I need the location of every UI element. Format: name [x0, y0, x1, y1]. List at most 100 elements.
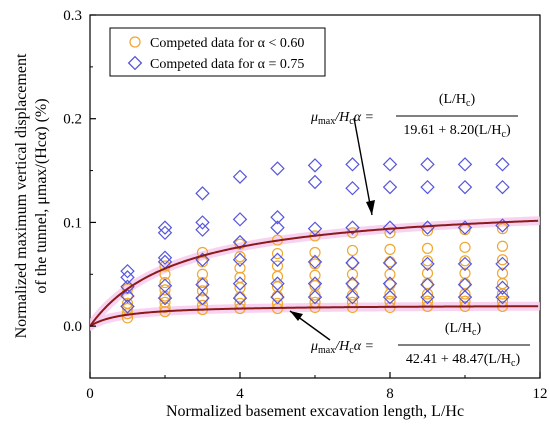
data-point-diamond — [420, 220, 435, 235]
data-point-circle — [459, 255, 471, 267]
data-point-diamond — [382, 255, 398, 271]
x-axis-title: Normalized basement excavation length, L… — [166, 403, 464, 420]
data-point-diamond — [195, 290, 210, 306]
data-point-diamond — [382, 220, 398, 235]
lower-equation-numerator: (L/Hc) — [445, 321, 482, 338]
lower-fit-equation: μmax/Hcα = (L/Hc) 42.41 + 48.47(L/Hc) — [310, 321, 530, 369]
data-point-diamond — [157, 254, 173, 270]
data-point-circle — [459, 241, 471, 253]
data-point-circle — [496, 278, 509, 290]
lower-equation-denominator: 42.41 + 48.47(L/Hc) — [406, 352, 521, 369]
data-point-diamond — [307, 174, 323, 190]
data-point-diamond — [382, 276, 398, 291]
data-point-diamond — [307, 276, 323, 291]
data-point-diamond — [157, 225, 173, 241]
data-point-circle — [121, 297, 134, 309]
data-point-diamond — [195, 186, 210, 201]
data-point-diamond — [495, 280, 510, 295]
data-point-circle — [159, 301, 171, 314]
upper-equation-arrowhead — [366, 200, 375, 215]
data-point-diamond — [232, 252, 248, 267]
data-point-circle — [234, 262, 246, 274]
data-point-diamond — [420, 157, 435, 172]
fit-curve-lower — [90, 305, 539, 327]
data-point-diamond — [270, 289, 285, 305]
data-point-diamond — [307, 254, 323, 270]
data-point-diamond — [382, 289, 398, 305]
x-tick-label: 8 — [386, 386, 394, 402]
data-point-circle — [271, 260, 284, 272]
legend-label-alpha-low: Competed data for α < 0.60 — [150, 36, 304, 51]
upper-fit-equation: μmax/Hcα = (L/Hc) 19.61 + 8.20(L/Hc) — [310, 92, 518, 140]
data-point-diamond — [195, 222, 210, 237]
data-point-circle — [496, 254, 509, 266]
data-point-diamond — [495, 289, 510, 305]
data-point-circle — [271, 270, 284, 282]
data-point-diamond — [157, 278, 173, 293]
data-point-circle — [196, 285, 209, 297]
axis-ticks: 0 4 8 12 0.0 0.1 0.2 0.3 — [63, 8, 547, 402]
data-point-diamond — [495, 157, 510, 172]
data-point-diamond — [270, 210, 285, 225]
data-point-circle — [384, 243, 396, 255]
data-point-diamond — [232, 276, 248, 291]
data-point-circle — [234, 251, 246, 263]
data-point-diamond — [457, 277, 473, 292]
data-point-diamond — [157, 290, 173, 306]
data-point-circle — [196, 268, 209, 280]
data-point-diamond — [157, 250, 173, 265]
data-point-diamond — [307, 158, 323, 173]
x-tick-label: 0 — [86, 386, 94, 402]
data-point-diamond — [457, 157, 473, 172]
data-point-circle — [346, 257, 359, 269]
upper-equation-denominator: 19.61 + 8.20(L/Hc) — [403, 123, 511, 140]
y-tick-label: 0.1 — [63, 215, 82, 231]
upper-equation-arrow — [353, 117, 373, 216]
y-axis-title-line1: Normalized maximum vertical displacement — [13, 53, 30, 338]
data-point-diamond — [382, 157, 398, 172]
data-point-diamond — [232, 234, 248, 250]
legend: Competed data for α < 0.60 Competed data… — [109, 27, 326, 77]
upper-equation-lhs: μmax/Hcα = — [310, 110, 374, 127]
y-tick-label: 0.3 — [63, 8, 82, 24]
data-point-diamond — [345, 157, 360, 172]
data-point-circle — [196, 246, 209, 259]
data-point-circle — [234, 271, 246, 283]
data-point-diamond — [307, 289, 323, 305]
data-point-diamond — [345, 180, 360, 196]
x-tick-label: 4 — [236, 386, 244, 402]
fit-curves — [90, 219, 539, 327]
data-point-diamond — [120, 299, 135, 314]
data-point-diamond — [457, 179, 473, 195]
lower-equation-lhs: μmax/Hcα = — [310, 339, 374, 356]
data-point-diamond — [232, 212, 248, 227]
data-point-diamond — [420, 179, 435, 195]
data-point-diamond — [232, 290, 248, 306]
data-point-circle — [271, 247, 284, 260]
data-point-diamond — [495, 256, 510, 272]
data-point-diamond — [270, 276, 285, 291]
data-point-diamond — [382, 179, 398, 195]
data-point-circle — [309, 269, 321, 281]
data-point-diamond — [420, 289, 435, 305]
data-point-diamond — [420, 277, 435, 292]
data-point-diamond — [457, 256, 473, 272]
data-point-circle — [421, 255, 434, 267]
data-point-circle — [496, 223, 509, 235]
data-point-diamond — [457, 289, 473, 305]
data-point-circle — [496, 240, 509, 252]
data-point-diamond — [345, 276, 360, 291]
data-point-circle — [159, 296, 171, 308]
data-point-circle — [384, 288, 396, 300]
data-markers — [120, 157, 510, 324]
legend-label-alpha-075: Competed data for α = 0.75 — [150, 57, 304, 72]
data-point-diamond — [120, 263, 135, 279]
data-point-diamond — [345, 255, 360, 271]
data-point-diamond — [195, 215, 210, 230]
data-point-circle — [421, 242, 434, 254]
data-point-diamond — [270, 161, 285, 176]
y-tick-label: 0.2 — [63, 112, 82, 128]
data-point-circle — [309, 246, 321, 259]
data-point-diamond — [345, 289, 360, 305]
